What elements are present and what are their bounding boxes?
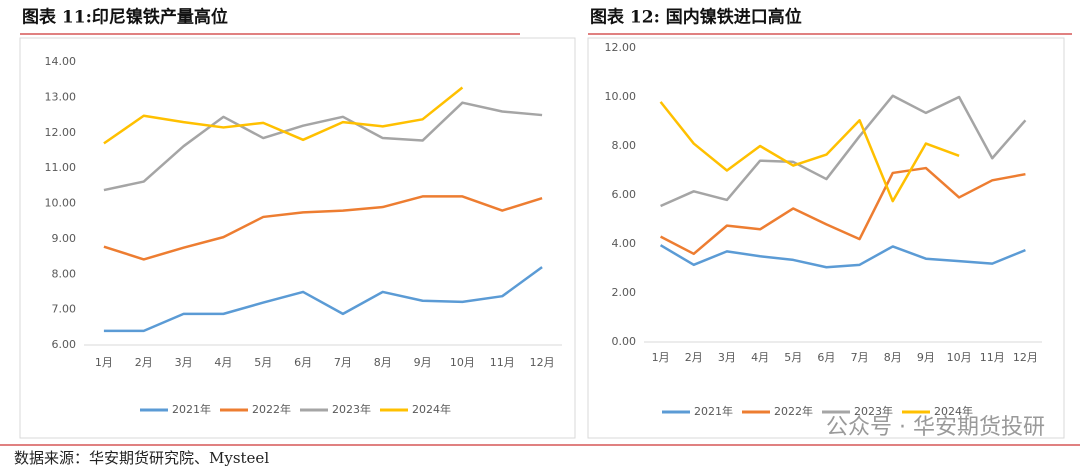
legend-label: 2021年 xyxy=(694,404,733,418)
y-tick-label: 12.00 xyxy=(45,126,77,139)
series-line xyxy=(660,94,1027,208)
y-tick-label: 14.00 xyxy=(45,55,77,68)
y-tick-label: 9.00 xyxy=(52,232,77,245)
series-line xyxy=(103,86,464,145)
x-tick-label: 10月 xyxy=(947,351,972,364)
x-tick-label: 4月 xyxy=(214,356,232,369)
legend-label: 2024年 xyxy=(412,402,451,416)
x-tick-label: 7月 xyxy=(851,351,869,364)
y-tick-label: 6.00 xyxy=(52,338,77,351)
y-tick-label: 4.00 xyxy=(612,237,637,250)
legend-label: 2021年 xyxy=(172,402,211,416)
y-tick-label: 13.00 xyxy=(45,90,77,103)
legend-label: 2023年 xyxy=(854,404,893,418)
chart-frame xyxy=(19,37,576,439)
x-tick-label: 7月 xyxy=(334,356,352,369)
series-line xyxy=(660,166,1026,256)
x-tick-label: 8月 xyxy=(374,356,392,369)
x-tick-label: 12月 xyxy=(1013,351,1038,364)
legend-label: 2023年 xyxy=(332,402,371,416)
watermark: 公众号 · 华安期货投研 xyxy=(826,415,1045,440)
y-tick-label: 8.00 xyxy=(612,139,637,152)
x-tick-label: 3月 xyxy=(718,351,736,364)
x-tick-label: 3月 xyxy=(175,356,193,369)
series-line xyxy=(103,195,543,261)
chart-title: 图表 11:印尼镍铁产量高位 xyxy=(22,7,228,28)
source: 数据来源：华安期货研究院、Mysteel xyxy=(14,449,269,467)
y-tick-label: 12.00 xyxy=(605,41,637,54)
x-tick-label: 11月 xyxy=(490,356,515,369)
y-tick-label: 10.00 xyxy=(605,90,637,103)
legend-label: 2024年 xyxy=(934,404,973,418)
x-tick-label: 1月 xyxy=(95,356,113,369)
y-tick-label: 7.00 xyxy=(52,303,77,316)
chart-frame xyxy=(587,37,1065,439)
x-tick-label: 6月 xyxy=(294,356,312,369)
y-tick-label: 0.00 xyxy=(612,335,637,348)
x-tick-label: 9月 xyxy=(414,356,432,369)
y-tick-label: 11.00 xyxy=(45,161,77,174)
x-tick-label: 1月 xyxy=(652,351,670,364)
legend-label: 2022年 xyxy=(252,402,291,416)
series-line xyxy=(659,101,960,203)
series-line xyxy=(103,266,543,333)
y-tick-label: 6.00 xyxy=(612,188,637,201)
x-tick-label: 10月 xyxy=(450,356,475,369)
chart-title: 图表 12: 国内镍铁进口高位 xyxy=(590,7,802,28)
x-tick-label: 12月 xyxy=(530,356,555,369)
y-tick-label: 8.00 xyxy=(52,267,77,280)
series-line xyxy=(659,244,1026,269)
x-tick-label: 11月 xyxy=(980,351,1005,364)
x-tick-label: 8月 xyxy=(884,351,902,364)
y-tick-label: 10.00 xyxy=(45,197,77,210)
x-tick-label: 5月 xyxy=(254,356,272,369)
y-tick-label: 2.00 xyxy=(612,286,637,299)
x-tick-label: 9月 xyxy=(917,351,935,364)
legend-label: 2022年 xyxy=(774,404,813,418)
x-tick-label: 5月 xyxy=(784,351,802,364)
x-tick-label: 2月 xyxy=(135,356,153,369)
x-tick-label: 6月 xyxy=(817,351,835,364)
x-tick-label: 2月 xyxy=(685,351,703,364)
x-tick-label: 4月 xyxy=(751,351,769,364)
series-line xyxy=(103,101,543,192)
